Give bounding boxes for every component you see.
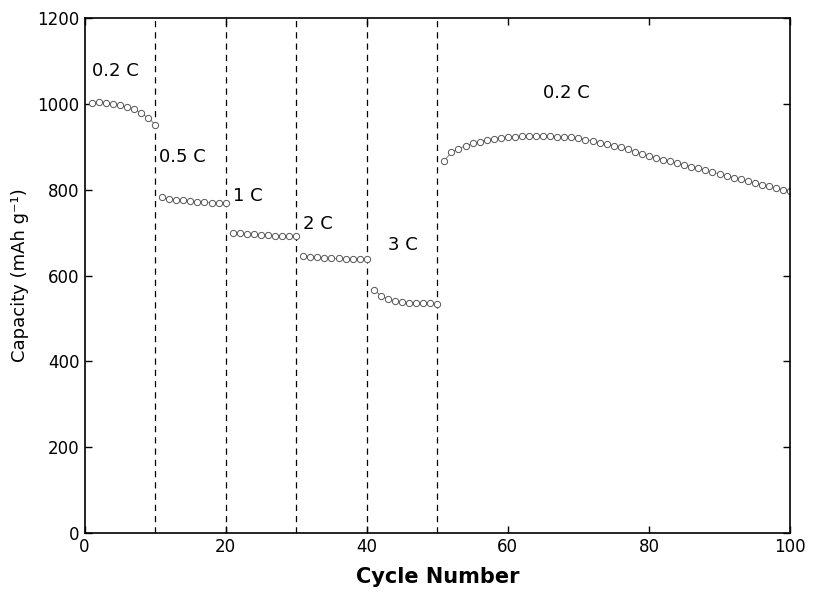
Text: 0.2 C: 0.2 C <box>543 84 590 102</box>
Y-axis label: Capacity (mAh g⁻¹): Capacity (mAh g⁻¹) <box>11 188 29 362</box>
X-axis label: Cycle Number: Cycle Number <box>355 567 519 587</box>
Text: 1 C: 1 C <box>233 187 262 205</box>
Text: 0.5 C: 0.5 C <box>158 148 205 166</box>
Text: 3 C: 3 C <box>388 236 417 254</box>
Text: 2 C: 2 C <box>303 215 333 233</box>
Text: 0.2 C: 0.2 C <box>92 62 138 80</box>
